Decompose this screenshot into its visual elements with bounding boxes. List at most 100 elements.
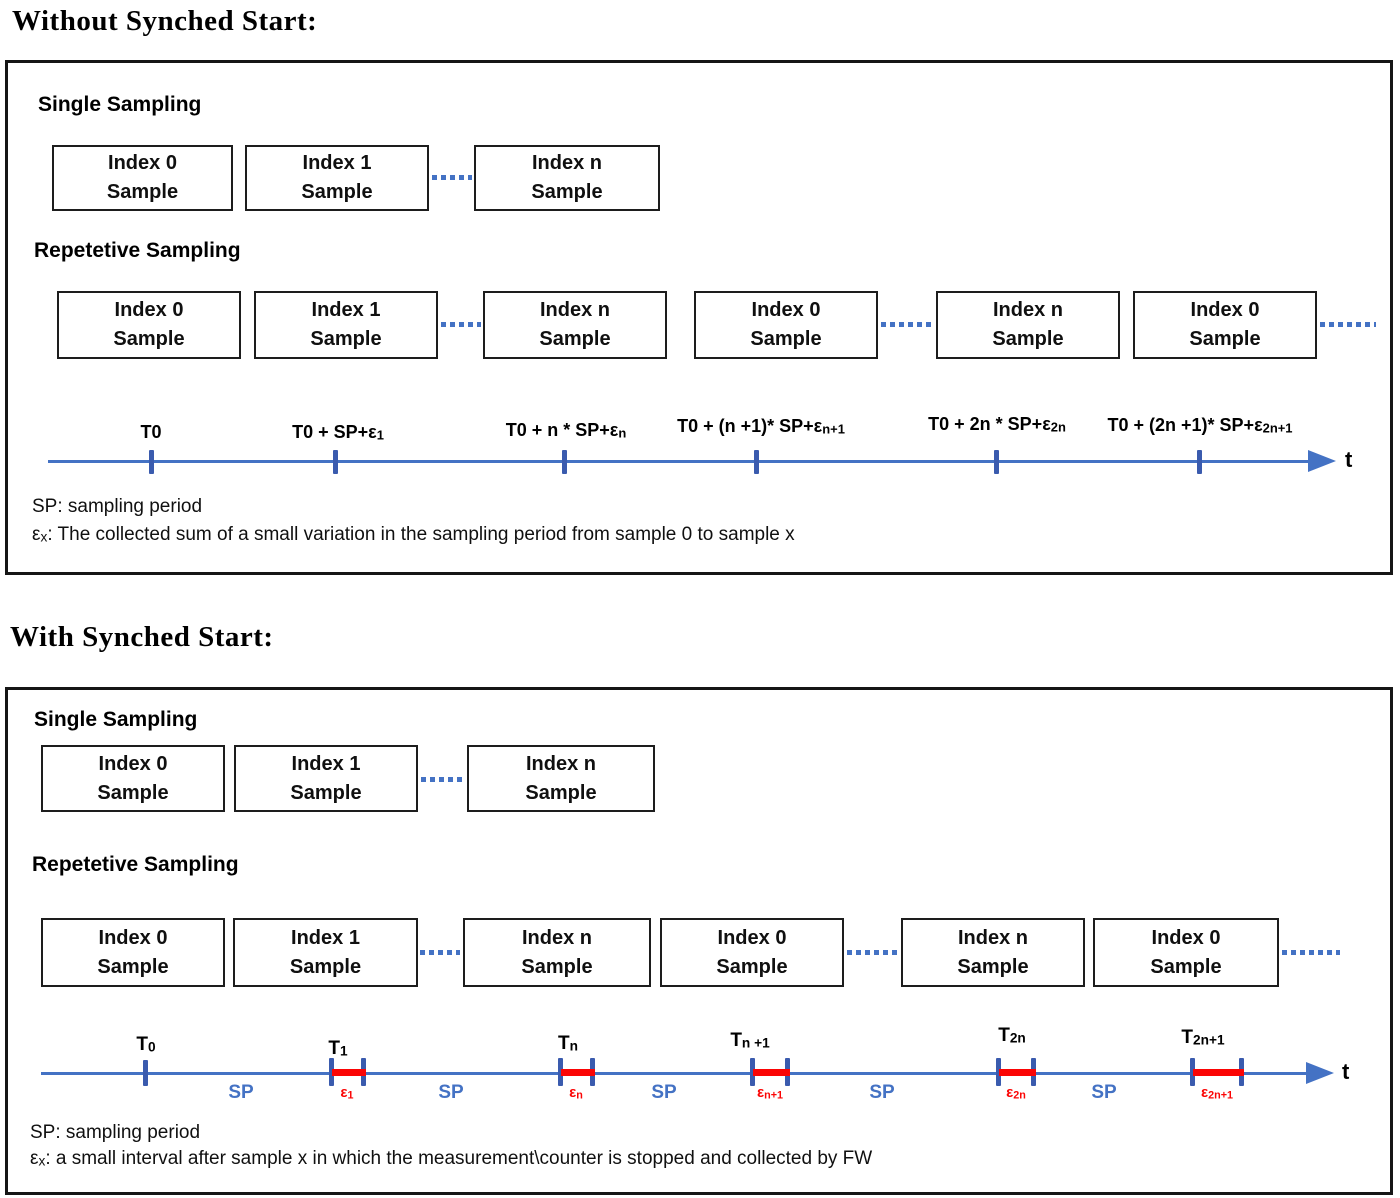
epsilon-label: ε2n+1 [1201,1084,1233,1101]
epsilon-label-sub: n+1 [764,1089,784,1102]
timeline-axis [48,460,1310,463]
epsilon-label-main: ε [569,1084,577,1101]
timeline-arrowhead-icon [1308,450,1336,472]
note-text: : The collected sum of a small variation… [47,524,795,545]
timeline-tick-label: T0 + (n +1)* SP+εn+1 [677,416,845,437]
segment-tick [996,1058,1001,1086]
dotted-connector [441,322,481,327]
time-label-main: T [998,1025,1010,1046]
timeline-tick [994,450,999,474]
time-label: T1 [328,1038,347,1060]
time-label: T0 [136,1034,155,1056]
section1-single-heading: Single Sampling [38,93,202,116]
sample-box: Index n Sample [463,918,651,987]
sample-box-label: Sample [531,181,603,203]
time-label: T2n+1 [1181,1027,1224,1049]
timeline-tick [754,450,759,474]
epsilon-label: ε1 [340,1084,353,1101]
note-term-sub: x [40,529,48,545]
sample-box-index: Index 1 [302,152,372,174]
tick-label-main: T0 + 2n * SP+ε [928,414,1051,434]
tick-label-main: T0 [140,422,162,442]
sample-box-index: Index 1 [291,926,360,949]
epsilon-label: εn+1 [757,1084,783,1101]
tick-label-sub: 2n [1050,419,1066,435]
section2-repetitive-heading: Repetetive Sampling [32,853,239,876]
note-sp: SP: sampling period [30,1122,200,1144]
timeline-axis-label: t [1345,447,1353,472]
segment-tick [1190,1058,1195,1086]
sample-box: Index 0 Sample [52,145,233,211]
note-text: : sampling period [57,496,203,517]
time-label-sub: 2n+1 [1193,1032,1225,1048]
timeline-tick-label: T0 + 2n * SP+ε2n [928,414,1066,435]
sample-box: Index n Sample [936,291,1120,359]
epsilon-label-main: ε [1200,1084,1209,1101]
epsilon-interval-bar [753,1069,790,1076]
section1-repetitive-heading: Repetetive Sampling [34,239,241,262]
epsilon-interval-bar [1193,1069,1244,1076]
sample-box-index: Index 0 [717,926,787,949]
time-label: T2n [998,1025,1026,1047]
sample-box-index: Index n [525,752,596,775]
tick-label-main: T0 + n * SP+ε [505,420,619,440]
epsilon-label-sub: 2n [1013,1089,1026,1102]
time-label-sub: n +1 [741,1035,770,1051]
dotted-connector [1282,950,1340,955]
epsilon-interval-bar [561,1069,595,1076]
sample-box-index: Index 0 [108,152,177,174]
sample-box-label: Sample [521,955,593,978]
sample-box-label: Sample [992,328,1064,350]
sample-box-index: Index 0 [98,752,168,775]
timeline-tick-label: T0 + (2n +1)* SP+ε2n+1 [1108,415,1293,436]
sample-box: Index 1 Sample [234,745,418,812]
sample-box: Index 0 Sample [660,918,844,987]
epsilon-label-main: ε [1006,1084,1014,1101]
sample-box-index: Index 0 [1151,926,1221,949]
timeline-tick [149,450,154,474]
tick-label-sub: 2n+1 [1262,420,1293,436]
section2-panel: Single Sampling Index 0 Sample Index 1 S… [5,687,1393,1195]
section2-single-heading: Single Sampling [34,708,198,731]
time-label-main: T [1181,1027,1194,1048]
sp-label: SP [228,1082,254,1103]
sample-box-label: Sample [1189,328,1261,350]
time-label-sub: n [569,1038,578,1054]
time-label: Tn +1 [730,1030,769,1052]
time-label-main: T [328,1038,340,1059]
note-epsilon: εx: a small interval after sample x in w… [30,1148,872,1170]
sample-box: Index 0 Sample [41,745,225,812]
sample-box-label: Sample [525,781,597,804]
time-label-sub: 2n [1009,1030,1026,1046]
sample-box: Index 0 Sample [57,291,241,359]
time-label-main: T [136,1034,148,1055]
sample-box-index: Index n [992,299,1063,321]
sp-label: SP [1091,1082,1117,1103]
section1-title: Without Synched Start: [12,5,318,37]
epsilon-label: ε2n [1006,1084,1026,1101]
segment-tick [750,1058,755,1086]
sample-box-label: Sample [113,328,185,350]
timeline-arrowhead-icon [1306,1062,1334,1084]
sample-box: Index 0 Sample [694,291,878,359]
dotted-connector [881,322,934,327]
sample-box-label: Sample [289,955,362,978]
timeline-axis-label: t [1342,1059,1350,1084]
section1-panel: Single Sampling Index 0 Sample Index 1 S… [5,60,1393,575]
sample-box-index: Index 1 [291,752,361,775]
sample-box: Index 1 Sample [254,291,438,359]
sample-box-label: Sample [97,955,169,978]
epsilon-label-sub: 1 [347,1089,354,1102]
time-label-sub: 1 [340,1043,348,1059]
epsilon-interval-bar [332,1069,366,1076]
sample-box: Index n Sample [483,291,667,359]
note-term-sub: x [38,1153,46,1169]
sample-box: Index n Sample [474,145,660,211]
note-term: SP [32,496,58,517]
epsilon-label: εn [569,1084,583,1101]
sample-box-label: Sample [539,328,611,350]
sample-box-index: Index n [957,926,1028,949]
tick-label-main: T0 + (2n +1)* SP+ε [1107,415,1263,435]
note-sp: SP: sampling period [32,496,202,518]
